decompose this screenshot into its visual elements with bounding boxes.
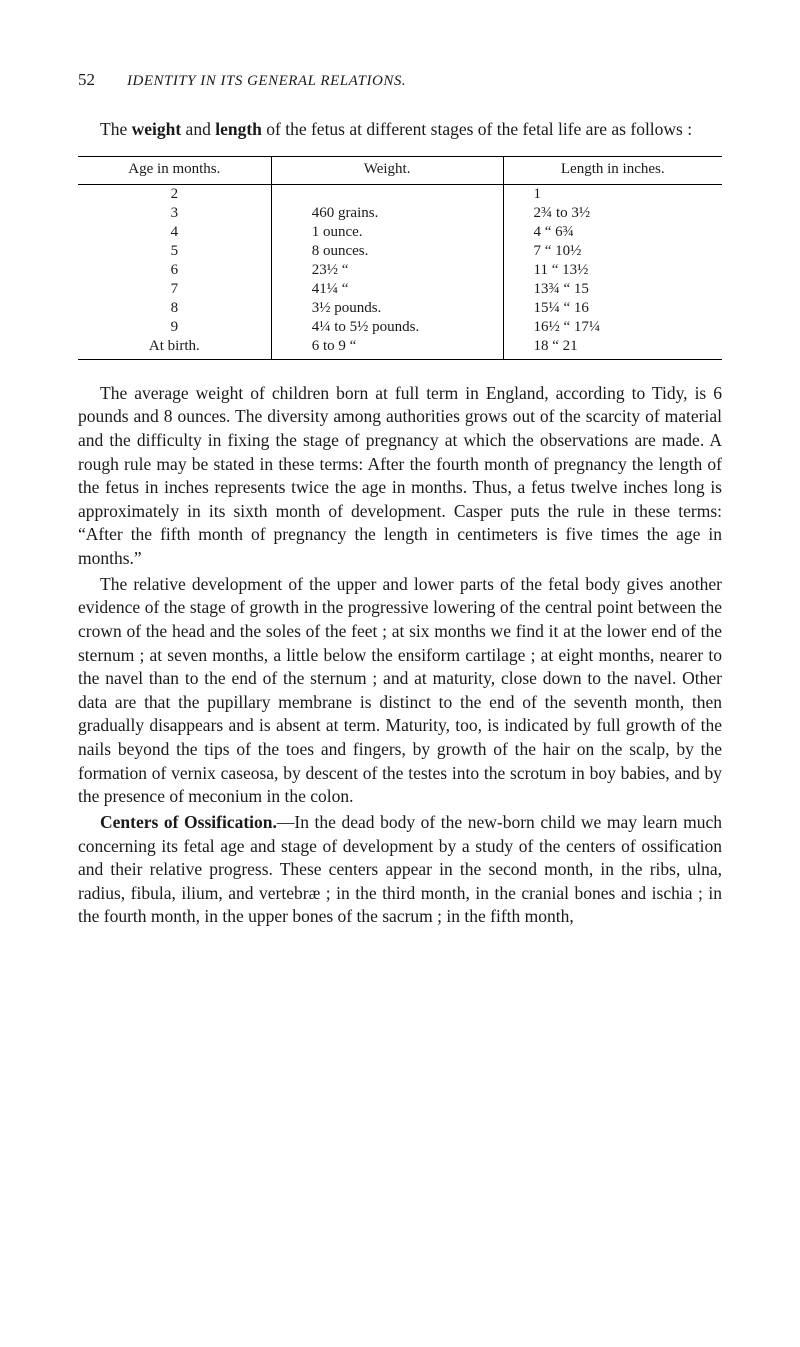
table-header-row: Age in months. Weight. Length in inches.: [78, 156, 722, 184]
intro-bold-weight: weight: [132, 119, 182, 139]
cell-age: 8: [78, 299, 271, 318]
table-row: 94¼ to 5½ pounds.16½ “ 17¼: [78, 318, 722, 337]
cell-age: 9: [78, 318, 271, 337]
intro-bold-length: length: [215, 119, 262, 139]
col-header-weight: Weight.: [271, 156, 503, 184]
intro-text: The: [100, 119, 132, 139]
table-row: 21: [78, 184, 722, 204]
table-row: 83½ pounds.15¼ “ 16: [78, 299, 722, 318]
cell-length: 18 “ 21: [503, 337, 722, 360]
cell-age: 7: [78, 280, 271, 299]
cell-length: 11 “ 13½: [503, 261, 722, 280]
table-row: 58 ounces.7 “ 10½: [78, 242, 722, 261]
cell-age: 4: [78, 223, 271, 242]
col-header-length: Length in inches.: [503, 156, 722, 184]
cell-weight: 23½ “: [271, 261, 503, 280]
cell-length: 13¾ “ 15: [503, 280, 722, 299]
cell-weight: 41¼ “: [271, 280, 503, 299]
cell-age: At birth.: [78, 337, 271, 360]
cell-weight: 6 to 9 “: [271, 337, 503, 360]
intro-text: of the fetus at different stages of the …: [262, 119, 692, 139]
cell-length: 7 “ 10½: [503, 242, 722, 261]
cell-weight: 3½ pounds.: [271, 299, 503, 318]
intro-paragraph: The weight and length of the fetus at di…: [78, 118, 722, 142]
page-header: 52 IDENTITY IN ITS GENERAL RELATIONS.: [78, 70, 722, 90]
cell-weight: 8 ounces.: [271, 242, 503, 261]
table-row: 41 ounce.4 “ 6¾: [78, 223, 722, 242]
running-title: IDENTITY IN ITS GENERAL RELATIONS.: [127, 73, 406, 89]
table-row: 741¼ “13¾ “ 15: [78, 280, 722, 299]
table-row: At birth.6 to 9 “18 “ 21: [78, 337, 722, 360]
cell-age: 2: [78, 184, 271, 204]
cell-weight: 4¼ to 5½ pounds.: [271, 318, 503, 337]
table-row: 3460 grains.2¾ to 3½: [78, 204, 722, 223]
cell-length: 4 “ 6¾: [503, 223, 722, 242]
body-paragraph-3: Centers of Ossification.—In the dead bod…: [78, 811, 722, 929]
cell-age: 3: [78, 204, 271, 223]
cell-weight: 460 grains.: [271, 204, 503, 223]
cell-weight: 1 ounce.: [271, 223, 503, 242]
cell-age: 5: [78, 242, 271, 261]
page: 52 IDENTITY IN ITS GENERAL RELATIONS. Th…: [0, 0, 800, 991]
cell-length: 15¼ “ 16: [503, 299, 722, 318]
col-header-age: Age in months.: [78, 156, 271, 184]
cell-length: 2¾ to 3½: [503, 204, 722, 223]
cell-weight: [271, 184, 503, 204]
cell-length: 16½ “ 17¼: [503, 318, 722, 337]
page-number: 52: [78, 70, 95, 90]
fetal-table: Age in months. Weight. Length in inches.…: [78, 156, 722, 360]
body-paragraph-2: The relative development of the upper an…: [78, 573, 722, 809]
body-paragraph-1: The average weight of children born at f…: [78, 382, 722, 571]
table-row: 623½ “11 “ 13½: [78, 261, 722, 280]
cell-length: 1: [503, 184, 722, 204]
section-heading-ossification: Centers of Ossification.: [100, 812, 277, 832]
cell-age: 6: [78, 261, 271, 280]
intro-text: and: [181, 119, 215, 139]
